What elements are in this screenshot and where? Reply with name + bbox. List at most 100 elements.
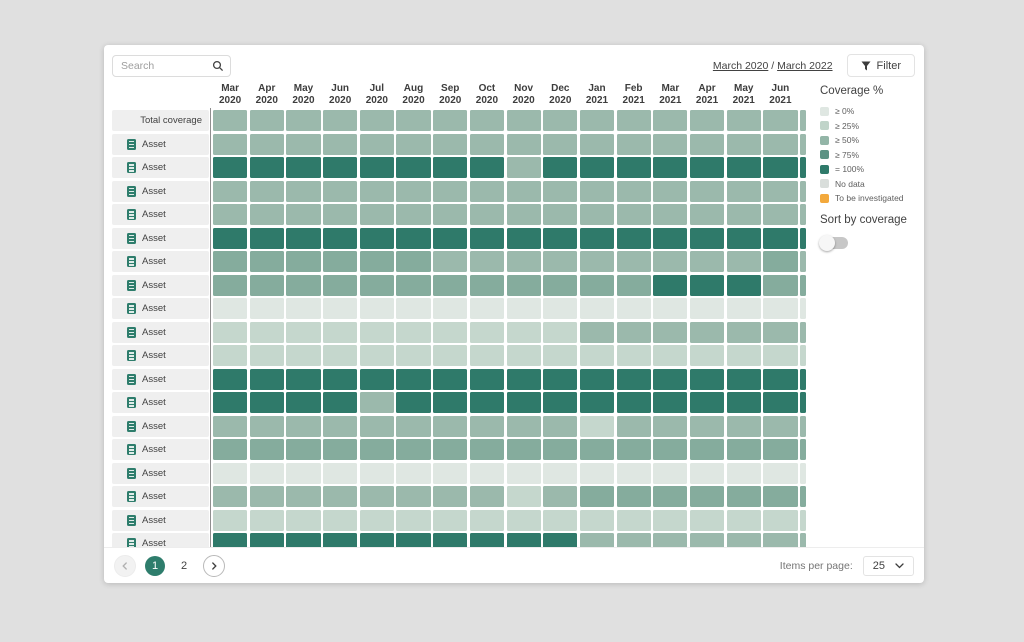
heatmap-cell[interactable] bbox=[213, 368, 248, 390]
heatmap-cell[interactable] bbox=[543, 157, 578, 178]
date-range-start-link[interactable]: March 2020 bbox=[712, 59, 769, 72]
heatmap-cell[interactable] bbox=[689, 533, 725, 547]
heatmap-cell[interactable] bbox=[579, 180, 615, 202]
heatmap-cell[interactable] bbox=[469, 486, 504, 507]
heatmap-cell[interactable] bbox=[433, 180, 468, 202]
heatmap-cell[interactable] bbox=[323, 415, 358, 437]
heatmap-cell[interactable] bbox=[359, 321, 394, 343]
heatmap-cell[interactable] bbox=[689, 439, 725, 460]
heatmap-cell[interactable] bbox=[726, 415, 761, 437]
heatmap-cell[interactable] bbox=[286, 533, 321, 547]
heatmap-cell-overflow[interactable] bbox=[800, 345, 806, 366]
heatmap-cell[interactable] bbox=[323, 486, 358, 507]
heatmap-cell[interactable] bbox=[653, 180, 688, 202]
heatmap-cell[interactable] bbox=[359, 274, 394, 296]
heatmap-cell[interactable] bbox=[469, 462, 504, 484]
heatmap-cell[interactable] bbox=[213, 204, 248, 225]
heatmap-cell[interactable] bbox=[763, 298, 798, 319]
heatmap-cell[interactable] bbox=[396, 110, 431, 131]
heatmap-cell[interactable] bbox=[249, 274, 284, 296]
heatmap-cell[interactable] bbox=[433, 415, 468, 437]
heatmap-cell[interactable] bbox=[506, 345, 541, 366]
heatmap-cell[interactable] bbox=[396, 392, 431, 413]
heatmap-cell[interactable] bbox=[249, 180, 284, 202]
heatmap-cell[interactable] bbox=[286, 251, 321, 272]
heatmap-cell[interactable] bbox=[396, 368, 431, 390]
heatmap-cell[interactable] bbox=[579, 509, 615, 531]
heatmap-cell-overflow[interactable] bbox=[800, 110, 806, 131]
heatmap-cell[interactable] bbox=[543, 227, 578, 249]
heatmap-cell[interactable] bbox=[653, 392, 688, 413]
heatmap-cell[interactable] bbox=[763, 227, 798, 249]
asset-row-label[interactable]: Asset bbox=[112, 204, 209, 225]
heatmap-cell[interactable] bbox=[543, 415, 578, 437]
heatmap-cell[interactable] bbox=[286, 509, 321, 531]
heatmap-cell[interactable] bbox=[726, 204, 761, 225]
asset-row-label[interactable]: Asset bbox=[112, 274, 209, 296]
heatmap-cell-overflow[interactable] bbox=[800, 204, 806, 225]
heatmap-cell[interactable] bbox=[469, 227, 504, 249]
heatmap-cell[interactable] bbox=[323, 368, 358, 390]
search-input[interactable] bbox=[119, 59, 212, 73]
heatmap-cell[interactable] bbox=[726, 321, 761, 343]
heatmap-cell[interactable] bbox=[653, 415, 688, 437]
heatmap-cell[interactable] bbox=[469, 439, 504, 460]
heatmap-cell[interactable] bbox=[726, 180, 761, 202]
heatmap-cell[interactable] bbox=[286, 415, 321, 437]
heatmap-cell[interactable] bbox=[469, 251, 504, 272]
asset-row-label[interactable]: Asset bbox=[112, 251, 209, 272]
asset-row-label[interactable]: Asset bbox=[112, 345, 209, 366]
asset-row-label[interactable]: Asset bbox=[112, 415, 209, 437]
heatmap-cell-overflow[interactable] bbox=[800, 509, 806, 531]
asset-row-label[interactable]: Asset bbox=[112, 533, 209, 547]
heatmap-cell[interactable] bbox=[616, 415, 651, 437]
heatmap-cell-overflow[interactable] bbox=[800, 439, 806, 460]
heatmap-cell[interactable] bbox=[286, 157, 321, 178]
heatmap-cell-overflow[interactable] bbox=[800, 251, 806, 272]
heatmap-cell[interactable] bbox=[359, 204, 394, 225]
heatmap-cell[interactable] bbox=[543, 392, 578, 413]
heatmap-cell[interactable] bbox=[469, 345, 504, 366]
heatmap-cell[interactable] bbox=[579, 204, 615, 225]
asset-row-label[interactable]: Asset bbox=[112, 227, 209, 249]
heatmap-cell[interactable] bbox=[653, 204, 688, 225]
sort-by-coverage-toggle[interactable] bbox=[819, 235, 848, 251]
heatmap-cell[interactable] bbox=[579, 133, 615, 155]
heatmap-cell-overflow[interactable] bbox=[800, 321, 806, 343]
heatmap-cell[interactable] bbox=[506, 157, 541, 178]
heatmap-cell[interactable] bbox=[616, 298, 651, 319]
heatmap-cell[interactable] bbox=[213, 415, 248, 437]
heatmap-cell[interactable] bbox=[286, 321, 321, 343]
heatmap-cell[interactable] bbox=[543, 298, 578, 319]
heatmap-cell[interactable] bbox=[396, 180, 431, 202]
heatmap-cell[interactable] bbox=[616, 110, 651, 131]
heatmap-cell[interactable] bbox=[396, 533, 431, 547]
heatmap-cell[interactable] bbox=[323, 345, 358, 366]
heatmap-cell[interactable] bbox=[433, 251, 468, 272]
heatmap-cell[interactable] bbox=[213, 321, 248, 343]
heatmap-cell[interactable] bbox=[213, 439, 248, 460]
heatmap-cell[interactable] bbox=[286, 274, 321, 296]
heatmap-cell[interactable] bbox=[469, 392, 504, 413]
heatmap-cell[interactable] bbox=[213, 227, 248, 249]
heatmap-cell[interactable] bbox=[689, 345, 725, 366]
heatmap-cell[interactable] bbox=[763, 345, 798, 366]
heatmap-cell[interactable] bbox=[249, 533, 284, 547]
heatmap-cell[interactable] bbox=[543, 486, 578, 507]
heatmap-cell[interactable] bbox=[506, 133, 541, 155]
heatmap-cell[interactable] bbox=[469, 321, 504, 343]
heatmap-cell[interactable] bbox=[359, 345, 394, 366]
heatmap-cell[interactable] bbox=[763, 533, 798, 547]
heatmap-cell[interactable] bbox=[213, 157, 248, 178]
heatmap-cell[interactable] bbox=[433, 392, 468, 413]
heatmap-cell[interactable] bbox=[616, 368, 651, 390]
heatmap-cell[interactable] bbox=[653, 368, 688, 390]
heatmap-cell[interactable] bbox=[726, 345, 761, 366]
heatmap-cell[interactable] bbox=[689, 227, 725, 249]
heatmap-cell-overflow[interactable] bbox=[800, 462, 806, 484]
heatmap-cell[interactable] bbox=[763, 415, 798, 437]
heatmap-cell[interactable] bbox=[726, 227, 761, 249]
heatmap-cell[interactable] bbox=[763, 392, 798, 413]
heatmap-cell[interactable] bbox=[433, 439, 468, 460]
heatmap-cell[interactable] bbox=[506, 204, 541, 225]
